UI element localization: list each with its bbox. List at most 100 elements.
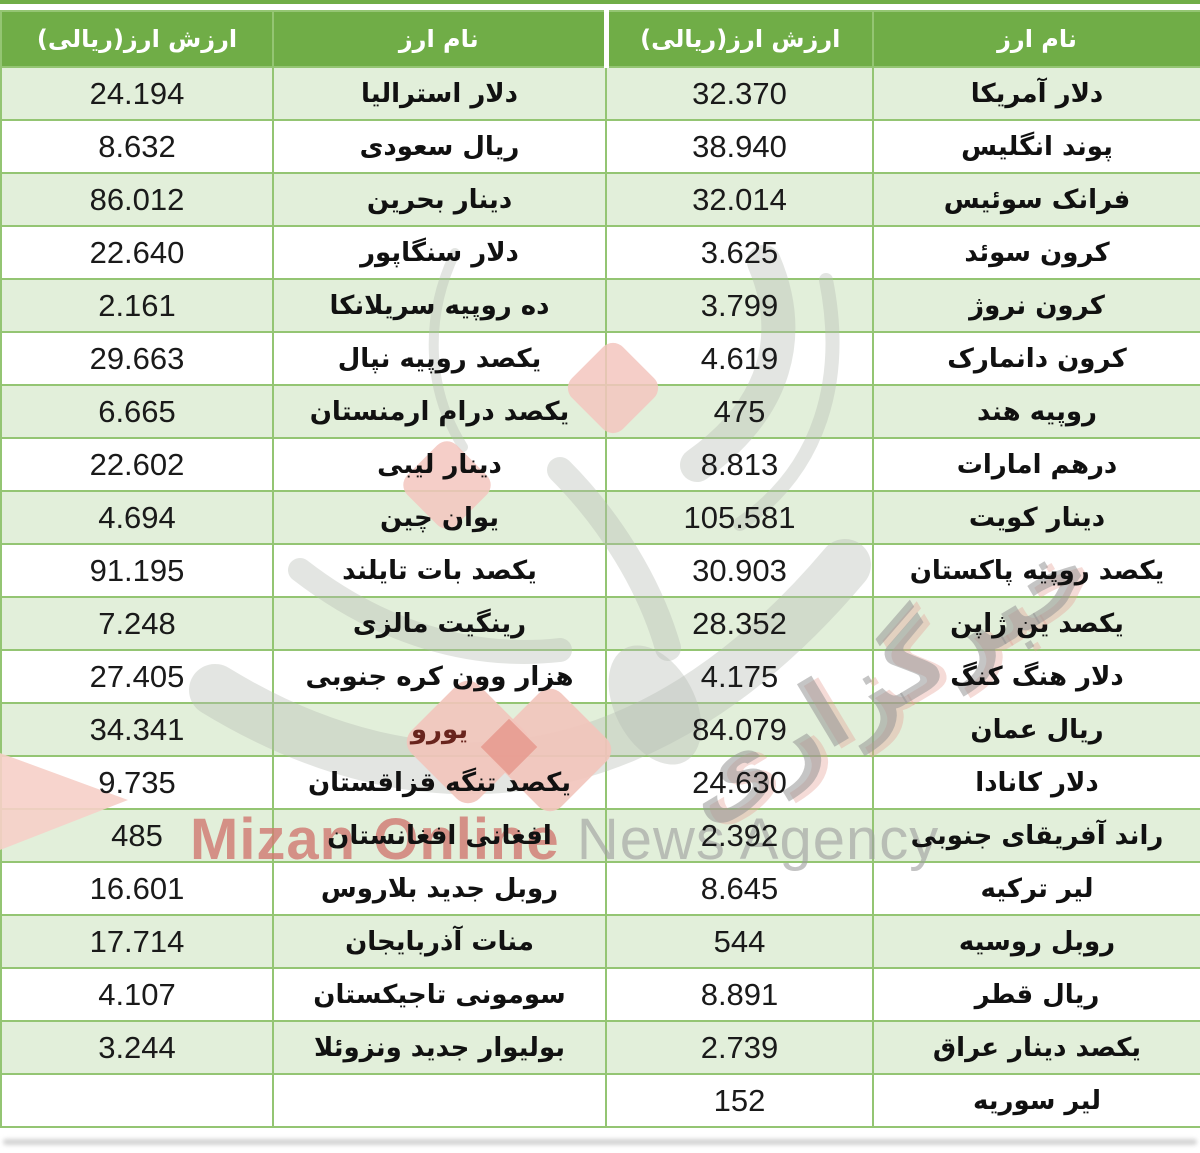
currency-name-cell: روبل روسیه [872, 914, 1200, 969]
currency-name-cell: هزار وون کره جنوبی [272, 649, 607, 704]
currency-name-cell: رینگیت مالزی [272, 596, 607, 651]
currency-value-cell: 29.663 [0, 331, 274, 386]
table-row: کرون سوئد 3.625 دلار سنگاپور 22.640 [0, 225, 1200, 280]
currency-name-cell: کرون نروژ [872, 278, 1200, 333]
currency-value-cell: 4.619 [605, 331, 874, 386]
currency-value-cell: 30.903 [605, 543, 874, 598]
header-currency-name-right: نام ارز [872, 10, 1200, 68]
currency-value-cell: 475 [605, 384, 874, 439]
table-row: دلار کانادا 24.630 یکصد تنگه قزاقستان 9.735 [0, 755, 1200, 810]
table-row: لیر ترکیه 8.645 روبل جدید بلاروس 16.601 [0, 861, 1200, 916]
currency-value-cell: 3.244 [0, 1020, 274, 1075]
currency-name-cell: دلار کانادا [872, 755, 1200, 810]
currency-value-cell: 38.940 [605, 119, 874, 174]
currency-name-cell: لیر ترکیه [872, 861, 1200, 916]
currency-value-cell: 3.625 [605, 225, 874, 280]
header-row: نام ارز ارزش ارز(ریالی) نام ارز ارزش ارز… [0, 10, 1200, 68]
currency-name-cell: یکصد روپیه نپال [272, 331, 607, 386]
currency-value-cell: 105.581 [605, 490, 874, 545]
table-row: دینار کویت 105.581 یوان چین 4.694 [0, 490, 1200, 545]
currency-name-cell: لیر سوریه [872, 1073, 1200, 1128]
currency-value-cell: 32.014 [605, 172, 874, 227]
currency-name-cell: کرون سوئد [872, 225, 1200, 280]
table-row: روپیه هند 475 یکصد درام ارمنستان 6.665 [0, 384, 1200, 439]
currency-value-cell: 7.248 [0, 596, 274, 651]
currency-value-cell: 32.370 [605, 66, 874, 121]
currency-name-cell [272, 1073, 607, 1128]
currency-name-cell: یکصد درام ارمنستان [272, 384, 607, 439]
currency-name-cell: یکصد ین ژاپن [872, 596, 1200, 651]
currency-name-cell: روبل جدید بلاروس [272, 861, 607, 916]
currency-value-cell: 485 [0, 808, 274, 863]
header-currency-value-right: ارزش ارز(ریالی) [603, 10, 874, 68]
currency-value-cell: 34.341 [0, 702, 274, 757]
currency-name-cell: یکصد بات تایلند [272, 543, 607, 598]
currency-value-cell: 84.079 [605, 702, 874, 757]
currency-name-cell: دلار سنگاپور [272, 225, 607, 280]
currency-value-cell: 22.602 [0, 437, 274, 492]
table-row: دلار آمریکا 32.370 دلار استرالیا 24.194 [0, 66, 1200, 121]
currency-name-cell: روپیه هند [872, 384, 1200, 439]
table-row: لیر سوریه 152 [0, 1073, 1200, 1128]
currency-value-cell: 2.161 [0, 278, 274, 333]
currency-name-cell: دینار لیبی [272, 437, 607, 492]
currency-value-cell: 91.195 [0, 543, 274, 598]
currency-value-cell: 17.714 [0, 914, 274, 969]
currency-name-cell: کرون دانمارک [872, 331, 1200, 386]
bottom-shadow [3, 1139, 1197, 1145]
table-row: یکصد دینار عراق 2.739 بولیوار جدید ونزوئلا… [0, 1020, 1200, 1075]
table-row: یکصد ین ژاپن 28.352 رینگیت مالزی 7.248 [0, 596, 1200, 651]
currency-name-cell: ریال عمان [872, 702, 1200, 757]
table-row: دلار هنگ کنگ 4.175 هزار وون کره جنوبی 27.40… [0, 649, 1200, 704]
header-currency-name-left: نام ارز [272, 10, 607, 68]
currency-value-cell: 544 [605, 914, 874, 969]
currency-value-cell: 4.175 [605, 649, 874, 704]
table-row: روبل روسیه 544 منات آذربایجان 17.714 [0, 914, 1200, 969]
currency-value-cell: 4.694 [0, 490, 274, 545]
currency-value-cell: 86.012 [0, 172, 274, 227]
table-row: کرون دانمارک 4.619 یکصد روپیه نپال 29.663 [0, 331, 1200, 386]
currency-value-cell: 8.632 [0, 119, 274, 174]
currency-value-cell: 3.799 [605, 278, 874, 333]
table-row: کرون نروژ 3.799 ده روپیه سریلانکا 2.161 [0, 278, 1200, 333]
currency-value-cell: 27.405 [0, 649, 274, 704]
currency-name-cell: فرانک سوئیس [872, 172, 1200, 227]
top-accent-bar [0, 0, 1200, 4]
currency-value-cell: 28.352 [605, 596, 874, 651]
currency-value-cell: 9.735 [0, 755, 274, 810]
currency-name-cell: دلار هنگ کنگ [872, 649, 1200, 704]
currency-name-cell: یکصد دینار عراق [872, 1020, 1200, 1075]
table-row: پوند انگلیس 38.940 ریال سعودی 8.632 [0, 119, 1200, 174]
currency-value-cell: 8.891 [605, 967, 874, 1022]
currency-name-cell: دینار بحرین [272, 172, 607, 227]
currency-name-cell: پوند انگلیس [872, 119, 1200, 174]
table-header: نام ارز ارزش ارز(ریالی) نام ارز ارزش ارز… [0, 10, 1200, 68]
table-row: یکصد روپیه پاکستان 30.903 یکصد بات تایلند 9… [0, 543, 1200, 598]
currency-value-cell: 8.645 [605, 861, 874, 916]
currency-name-cell: یوان چین [272, 490, 607, 545]
currency-name-cell: درهم امارات [872, 437, 1200, 492]
currency-value-cell: 4.107 [0, 967, 274, 1022]
currency-value-cell: 24.194 [0, 66, 274, 121]
table-row: ریال قطر 8.891 سومونی تاجیکستان 4.107 [0, 967, 1200, 1022]
currency-name-cell: بولیوار جدید ونزوئلا [272, 1020, 607, 1075]
currency-name-cell: افغانی افغانستان [272, 808, 607, 863]
currency-value-cell: 24.630 [605, 755, 874, 810]
currency-value-cell: 6.665 [0, 384, 274, 439]
currency-name-cell: یورو [272, 702, 607, 757]
currency-value-cell: 152 [605, 1073, 874, 1128]
currency-name-cell: ریال سعودی [272, 119, 607, 174]
currency-name-cell: یکصد تنگه قزاقستان [272, 755, 607, 810]
currency-name-cell: یکصد روپیه پاکستان [872, 543, 1200, 598]
currency-value-cell [0, 1073, 274, 1128]
currency-name-cell: راند آفریقای جنوبی [872, 808, 1200, 863]
currency-name-cell: دلار استرالیا [272, 66, 607, 121]
currency-name-cell: ریال قطر [872, 967, 1200, 1022]
currency-value-cell: 22.640 [0, 225, 274, 280]
exchange-rates-table: نام ارز ارزش ارز(ریالی) نام ارز ارزش ارز… [0, 10, 1200, 1128]
currency-value-cell: 16.601 [0, 861, 274, 916]
table-row: راند آفریقای جنوبی 2.392 افغانی افغانستان 4… [0, 808, 1200, 863]
currency-value-cell: 2.392 [605, 808, 874, 863]
table-row: درهم امارات 8.813 دینار لیبی 22.602 [0, 437, 1200, 492]
